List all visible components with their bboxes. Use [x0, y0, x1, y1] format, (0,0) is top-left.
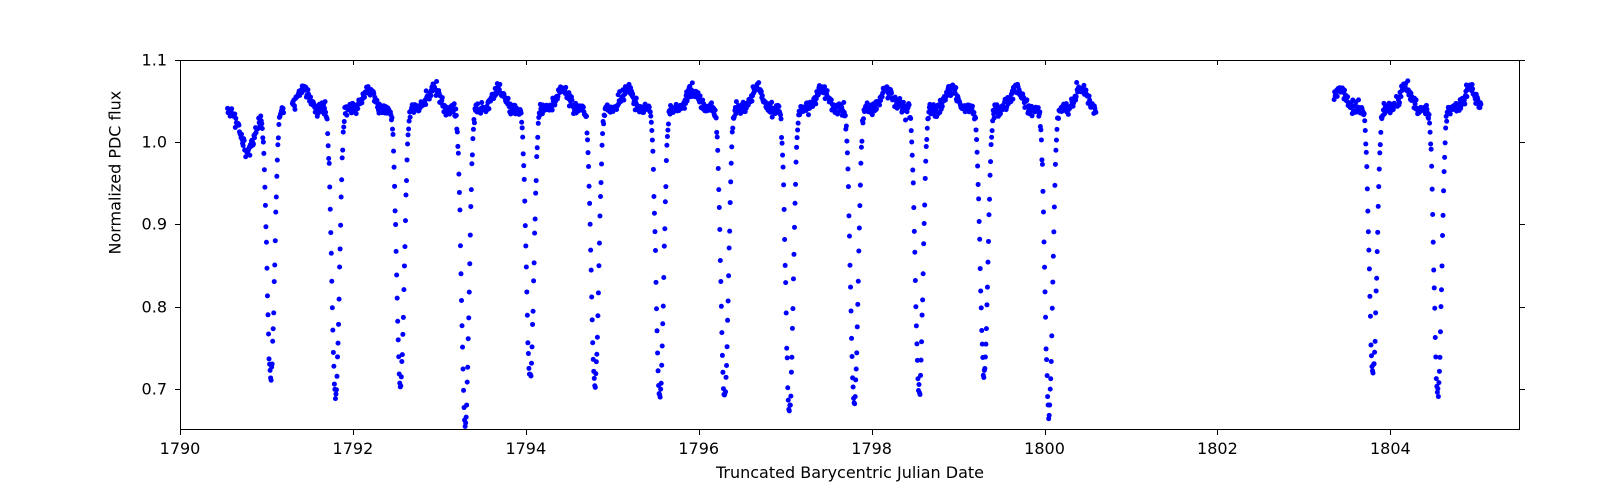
y-tick-label: 0.9 [137, 215, 167, 234]
x-tick-label: 1792 [333, 439, 374, 458]
y-tick-mark [175, 307, 180, 308]
x-tick-mark-top [353, 60, 354, 65]
x-tick-mark [1217, 430, 1218, 435]
x-tick-mark [180, 430, 181, 435]
y-axis-label: Normalized PDC flux [106, 235, 125, 255]
scatter-series [225, 78, 1483, 429]
y-tick-mark [175, 224, 180, 225]
x-tick-label: 1802 [1197, 439, 1238, 458]
x-tick-label: 1804 [1370, 439, 1411, 458]
x-tick-mark [353, 430, 354, 435]
y-tick-label: 0.8 [137, 297, 167, 316]
y-tick-mark-right [1520, 224, 1525, 225]
x-tick-mark-top [1217, 60, 1218, 65]
x-tick-mark [872, 430, 873, 435]
y-tick-mark [175, 142, 180, 143]
y-tick-mark-right [1520, 389, 1525, 390]
x-tick-mark [1045, 430, 1046, 435]
y-tick-label: 1.0 [137, 133, 167, 152]
x-tick-mark [1390, 430, 1391, 435]
x-tick-mark [699, 430, 700, 435]
y-tick-mark-right [1520, 60, 1525, 61]
x-tick-mark-top [526, 60, 527, 65]
y-tick-mark-right [1520, 307, 1525, 308]
x-tick-mark-top [872, 60, 873, 65]
figure: Normalized PDC flux Truncated Barycentri… [0, 0, 1600, 500]
x-tick-label: 1794 [505, 439, 546, 458]
x-tick-label: 1798 [851, 439, 892, 458]
x-tick-label: 1800 [1024, 439, 1065, 458]
scatter-plot [180, 60, 1520, 430]
x-tick-mark-top [1045, 60, 1046, 65]
x-tick-mark-top [180, 60, 181, 65]
y-tick-mark [175, 60, 180, 61]
x-tick-mark-top [1390, 60, 1391, 65]
x-tick-label: 1796 [678, 439, 719, 458]
y-tick-mark-right [1520, 142, 1525, 143]
x-tick-mark-top [699, 60, 700, 65]
y-tick-label: 0.7 [137, 379, 167, 398]
x-axis-label: Truncated Barycentric Julian Date [700, 463, 1000, 482]
y-tick-label: 1.1 [137, 51, 167, 70]
x-tick-mark [526, 430, 527, 435]
x-tick-label: 1790 [160, 439, 201, 458]
y-tick-mark [175, 389, 180, 390]
